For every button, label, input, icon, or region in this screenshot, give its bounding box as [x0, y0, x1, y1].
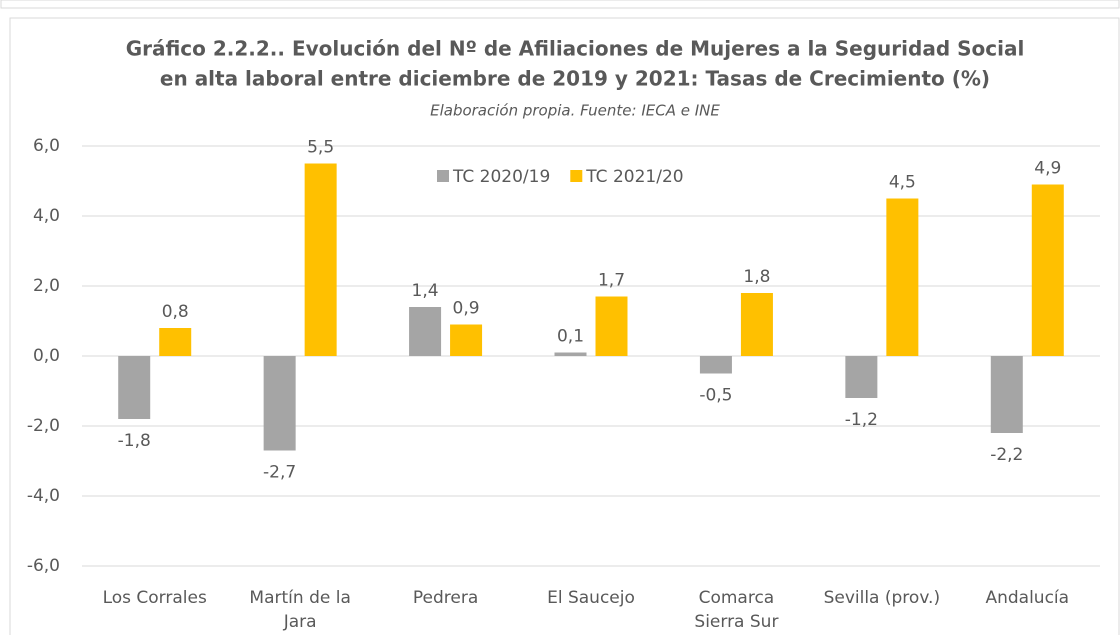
- value-label: 4,5: [889, 173, 916, 193]
- value-label: 5,5: [307, 138, 334, 158]
- chart-title: en alta laboral entre diciembre de 2019 …: [160, 67, 990, 91]
- x-tick-label: Sevilla (prov.): [823, 588, 941, 608]
- bar: [740, 293, 773, 356]
- y-tick-label: -4,0: [27, 486, 60, 506]
- legend-swatch: [437, 170, 449, 182]
- value-label: -2,2: [990, 445, 1023, 465]
- bar: [263, 356, 296, 451]
- value-label: 4,9: [1034, 159, 1061, 179]
- chart-title: Gráfico 2.2.2.. Evolución del Nº de Afil…: [126, 37, 1025, 61]
- bar: [595, 296, 628, 356]
- bar: [554, 352, 587, 356]
- value-label: 0,9: [453, 299, 480, 319]
- bar: [699, 356, 732, 374]
- value-label: -1,8: [118, 431, 151, 451]
- value-label: -1,2: [845, 410, 878, 430]
- value-label: 1,8: [743, 267, 770, 287]
- frame: [9, 17, 1120, 635]
- x-tick-label: El Saucejo: [547, 588, 635, 608]
- bar: [118, 356, 151, 419]
- y-tick-label: 4,0: [33, 206, 60, 226]
- value-label: 0,8: [162, 302, 189, 322]
- bar: [450, 324, 483, 356]
- y-tick-label: 6,0: [33, 136, 60, 156]
- value-label: 0,1: [557, 327, 584, 347]
- y-tick-label: 2,0: [33, 276, 60, 296]
- bar: [845, 356, 878, 398]
- bar: [1031, 184, 1064, 356]
- y-tick-label: -2,0: [27, 416, 60, 436]
- bar: [304, 163, 337, 356]
- x-tick-label: Martín de la Jara: [249, 588, 351, 632]
- value-label: 1,4: [412, 281, 439, 301]
- bar: [409, 307, 442, 356]
- bar: [159, 328, 192, 356]
- legend-label: TC 2021/20: [585, 167, 683, 187]
- y-tick-label: 0,0: [33, 346, 60, 366]
- x-tick-label: Andalucía: [985, 588, 1070, 608]
- value-label: -0,5: [699, 386, 732, 406]
- frame-top: [0, 0, 1120, 9]
- x-tick-label: Pedrera: [412, 588, 479, 608]
- y-tick-label: -6,0: [27, 556, 60, 576]
- x-tick-label: Comarca Sierra Sur: [694, 588, 779, 632]
- value-label: 1,7: [598, 271, 625, 291]
- x-tick-label: Los Corrales: [102, 588, 207, 608]
- legend-label: TC 2020/19: [452, 167, 550, 187]
- legend-swatch: [570, 170, 583, 182]
- chart-subtitle: Elaboración propia. Fuente: IECA e INE: [430, 102, 720, 120]
- bar: [990, 356, 1023, 433]
- value-label: -2,7: [263, 463, 296, 483]
- bar: [886, 198, 919, 356]
